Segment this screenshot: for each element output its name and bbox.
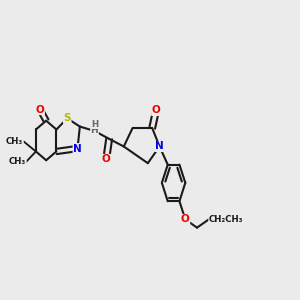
Text: S: S [64, 113, 71, 123]
Text: CH₂CH₃: CH₂CH₃ [209, 215, 243, 224]
Text: H: H [91, 127, 98, 136]
Text: O: O [102, 154, 111, 164]
Text: N: N [155, 142, 164, 152]
Text: O: O [181, 214, 190, 224]
Text: H: H [91, 120, 98, 129]
Text: CH₃: CH₃ [6, 137, 23, 146]
Text: N: N [73, 143, 82, 154]
Text: O: O [152, 106, 160, 116]
Text: CH₃: CH₃ [9, 157, 26, 166]
Text: O: O [36, 105, 44, 115]
